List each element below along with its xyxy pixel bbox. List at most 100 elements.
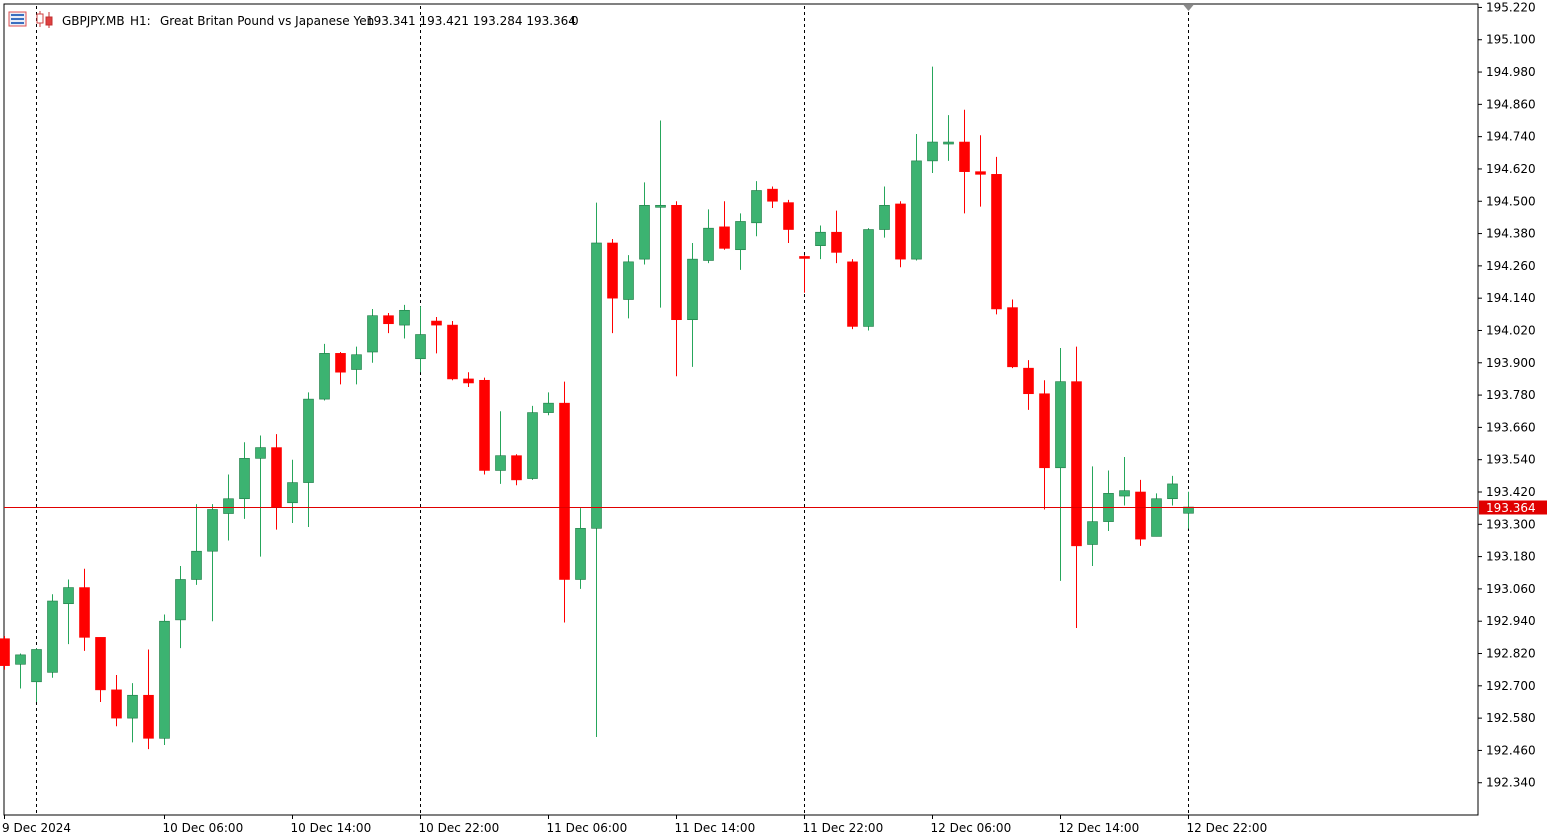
candle[interactable] [399, 304, 410, 339]
candle[interactable] [335, 352, 346, 385]
time-axis[interactable]: 9 Dec 2024 10 Dec 06:00 10 Dec 14:00 10 Dec… [2, 815, 1267, 835]
candle[interactable] [559, 381, 570, 623]
candle[interactable] [703, 209, 714, 264]
candle[interactable] [511, 454, 522, 486]
candle[interactable] [271, 434, 282, 530]
candle[interactable] [751, 181, 762, 237]
candle[interactable] [111, 675, 122, 727]
candle[interactable] [607, 238, 618, 334]
candle-body [1151, 498, 1162, 537]
candle[interactable] [383, 312, 394, 334]
chart-plot-area[interactable] [0, 3, 1479, 816]
candle[interactable] [831, 210, 842, 264]
candle[interactable] [527, 405, 538, 480]
candle[interactable] [783, 199, 794, 243]
candle[interactable] [815, 225, 826, 260]
candle[interactable] [95, 637, 106, 702]
candle[interactable] [143, 649, 154, 750]
candle-body [687, 258, 698, 321]
candle[interactable] [767, 186, 778, 208]
price-tick-label: 192.940 [1486, 614, 1536, 628]
candle[interactable] [0, 636, 10, 670]
candle[interactable] [15, 653, 26, 689]
candle[interactable] [319, 343, 330, 401]
candle[interactable] [1039, 380, 1050, 510]
candle-body [335, 353, 346, 373]
candle-body [719, 226, 730, 249]
candle[interactable] [1055, 347, 1066, 581]
candle[interactable] [895, 201, 906, 268]
time-tick-label: 11 Dec 22:00 [803, 821, 884, 835]
candle[interactable] [735, 213, 746, 270]
candle-body [207, 509, 218, 552]
candle[interactable] [47, 594, 58, 678]
candle[interactable] [1167, 475, 1178, 506]
candle[interactable] [1087, 466, 1098, 567]
candle[interactable] [1183, 491, 1194, 529]
candle[interactable] [799, 255, 810, 293]
candle[interactable] [31, 648, 42, 702]
candle[interactable] [255, 435, 266, 557]
chart-header: GBPJPY.MB H1: Great Britan Pound vs Japa… [8, 11, 579, 28]
candle[interactable] [351, 346, 362, 385]
candle[interactable] [623, 255, 634, 319]
candle[interactable] [719, 201, 730, 250]
candle-body [175, 579, 186, 621]
candle[interactable] [991, 156, 1002, 315]
candle[interactable] [463, 372, 474, 388]
price-tick-label: 194.860 [1486, 97, 1536, 111]
candle-body [1007, 307, 1018, 368]
candle-body [0, 638, 10, 666]
candle[interactable] [447, 321, 458, 381]
candle[interactable] [639, 182, 650, 265]
chart-shift-marker-icon[interactable] [1183, 5, 1194, 11]
candle[interactable] [863, 228, 874, 331]
chart-description: Great Britan Pound vs Japanese Yen [160, 14, 374, 28]
candle[interactable] [415, 306, 426, 373]
candle[interactable] [1119, 457, 1130, 506]
candle[interactable] [575, 508, 586, 589]
time-tick-label: 11 Dec 14:00 [675, 821, 756, 835]
candle[interactable] [367, 308, 378, 363]
candle[interactable] [943, 115, 954, 161]
candle[interactable] [847, 259, 858, 330]
candle[interactable] [495, 411, 506, 484]
price-tick-label: 193.780 [1486, 388, 1536, 402]
candle[interactable] [879, 186, 890, 238]
candle[interactable] [431, 317, 442, 354]
candle[interactable] [591, 202, 602, 737]
candle[interactable] [287, 459, 298, 523]
candle[interactable] [911, 133, 922, 261]
candle[interactable] [959, 109, 970, 214]
candle[interactable] [239, 442, 250, 519]
candle-body [1023, 367, 1034, 395]
candle[interactable] [207, 504, 218, 622]
candle[interactable] [303, 392, 314, 527]
price-axis[interactable]: 195.220 195.100 194.980 194.860 194.740 194.6… [1478, 0, 1547, 790]
candle[interactable] [1023, 360, 1034, 410]
chart-volume: 0 [571, 14, 579, 28]
candle[interactable] [975, 135, 986, 207]
candle[interactable] [927, 66, 938, 173]
candle[interactable] [1151, 493, 1162, 537]
candle[interactable] [1071, 346, 1082, 628]
candle-body [31, 649, 42, 683]
candle[interactable] [479, 377, 490, 475]
price-tick-label: 194.740 [1486, 130, 1536, 144]
candle[interactable] [687, 242, 698, 367]
candle[interactable] [191, 504, 202, 585]
candle[interactable] [175, 566, 186, 649]
candle[interactable] [655, 120, 666, 308]
candle[interactable] [127, 683, 138, 743]
candle[interactable] [79, 568, 90, 651]
candle[interactable] [63, 579, 74, 645]
candle[interactable] [1103, 470, 1114, 532]
chart-timeframe: H1: [130, 14, 151, 28]
candle[interactable] [1135, 479, 1146, 546]
candle[interactable] [671, 201, 682, 377]
candle-body [799, 256, 810, 259]
candle[interactable] [159, 614, 170, 746]
candle[interactable] [1007, 299, 1018, 369]
candle[interactable] [543, 392, 554, 416]
